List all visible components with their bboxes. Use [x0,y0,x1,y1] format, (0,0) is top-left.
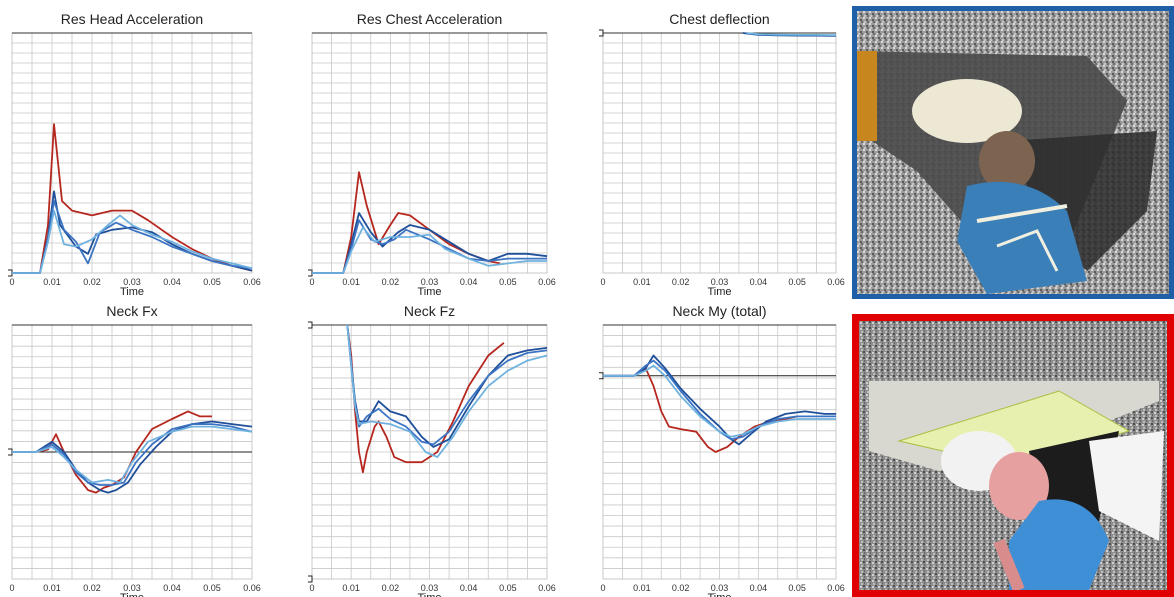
x-tick-label: 0.03 [421,583,439,593]
series-line [12,209,253,274]
series-line [312,226,547,274]
x-tick-label: 0.02 [382,583,400,593]
series-line [346,324,548,446]
x-tick-label: 0.06 [538,277,556,287]
x-tick-label: 0.03 [711,583,729,593]
video-frame-illustration [857,11,1169,294]
x-tick-label: 0 [309,583,314,593]
chart-grid-lines [12,33,252,273]
series-line [346,324,548,458]
series-line [346,324,505,474]
x-tick-label: 0.03 [123,277,141,287]
crash-test-simulation-frame [852,314,1174,597]
chart-panel: Chest deflection 0 0.01 0.02 0.03 0.04 0.05 0.0… [599,11,845,298]
axis-origin-marker [8,269,13,277]
x-tick-label: 0.01 [633,277,651,287]
x-tick-label: 0.05 [499,583,517,593]
axis-origin-marker [599,372,604,380]
chart-title: Res Head Acceleration [61,11,203,27]
x-axis-label: Time [120,286,144,298]
x-tick-label: 0.02 [672,583,690,593]
x-axis-label: Time [120,592,144,597]
x-tick-label: 0.04 [750,583,768,593]
chart-grid-lines [312,33,547,273]
axis-origin-marker [8,448,13,456]
chart-panel: Res Chest Acceleration 0 0.01 0.02 0.03 0.04 0… [308,11,556,298]
x-tick-label: 0.04 [750,277,768,287]
x-tick-label: 0.01 [342,277,360,287]
chart-panel: Neck Fx 0 0.01 0.02 0.03 0.04 0.05 0.06 Time [8,303,261,597]
x-tick-label: 0.06 [827,277,845,287]
axis-origin-marker [308,269,313,277]
x-axis-label: Time [707,286,731,298]
chart-panel: Neck My (total) 0 0.01 0.02 0.03 0.04 0.05 0.06… [599,303,845,597]
x-tick-label: 0.01 [43,277,61,287]
series-line [746,32,837,37]
x-tick-label: 0.04 [460,583,478,593]
x-tick-label: 0.05 [788,277,806,287]
x-tick-label: 0.05 [203,277,221,287]
chart-grid-lines [603,33,836,273]
x-tick-label: 0.05 [499,277,517,287]
x-tick-label: 0 [600,277,605,287]
series-line [12,410,212,494]
x-tick-label: 0.02 [83,277,101,287]
simulation-frame-illustration [859,321,1167,590]
x-axis-label: Time [707,592,731,597]
series-line [12,200,253,274]
chart-grid-lines [603,325,836,579]
series-line [312,219,547,274]
x-tick-label: 0.03 [123,583,141,593]
x-tick-label: 0.06 [243,277,261,287]
x-tick-label: 0.02 [83,583,101,593]
series-line [346,324,548,448]
chart-grid: Res Head Acceleration 0 0.01 0.02 0.03 0.04 0.… [8,11,845,597]
x-tick-label: 0.06 [827,583,845,593]
chart-title: Res Chest Acceleration [357,11,503,27]
x-tick-label: 0.02 [672,277,690,287]
x-tick-label: 0 [9,277,14,287]
x-tick-label: 0.03 [711,277,729,287]
x-tick-label: 0.04 [460,277,478,287]
x-axis-label: Time [417,592,441,597]
chart-title: Neck Fz [404,303,455,319]
chart-panel: Neck Fz 0 0.01 0.02 0.03 0.04 0.05 0.06 Time [308,303,556,597]
x-tick-label: 0.04 [163,277,181,287]
x-axis-label: Time [417,286,441,298]
x-tick-label: 0.05 [788,583,806,593]
chart-title: Neck My (total) [672,303,766,319]
x-tick-label: 0.06 [538,583,556,593]
x-tick-label: 0.01 [43,583,61,593]
x-tick-label: 0 [9,583,14,593]
x-tick-label: 0.03 [421,277,439,287]
series-line [603,354,836,446]
series-line [312,212,548,274]
x-tick-label: 0.01 [342,583,360,593]
x-tick-label: 0.01 [633,583,651,593]
series-line [12,425,253,484]
chart-title: Neck Fx [106,303,157,319]
x-tick-label: 0.04 [163,583,181,593]
chart-panel: Res Head Acceleration 0 0.01 0.02 0.03 0.04 0.… [8,11,261,298]
chart-title: Chest deflection [669,11,769,27]
x-tick-label: 0 [309,277,314,287]
series-line [603,364,836,438]
axis-origin-marker [308,575,313,583]
x-tick-label: 0.05 [203,583,221,593]
series-line [12,423,253,486]
axis-origin-marker [599,29,604,37]
crash-test-video-frame [852,6,1174,299]
chart-grid-lines [312,325,547,579]
x-tick-label: 0 [600,583,605,593]
axis-origin-marker [308,321,313,329]
x-tick-label: 0.06 [243,583,261,593]
x-tick-label: 0.02 [382,277,400,287]
